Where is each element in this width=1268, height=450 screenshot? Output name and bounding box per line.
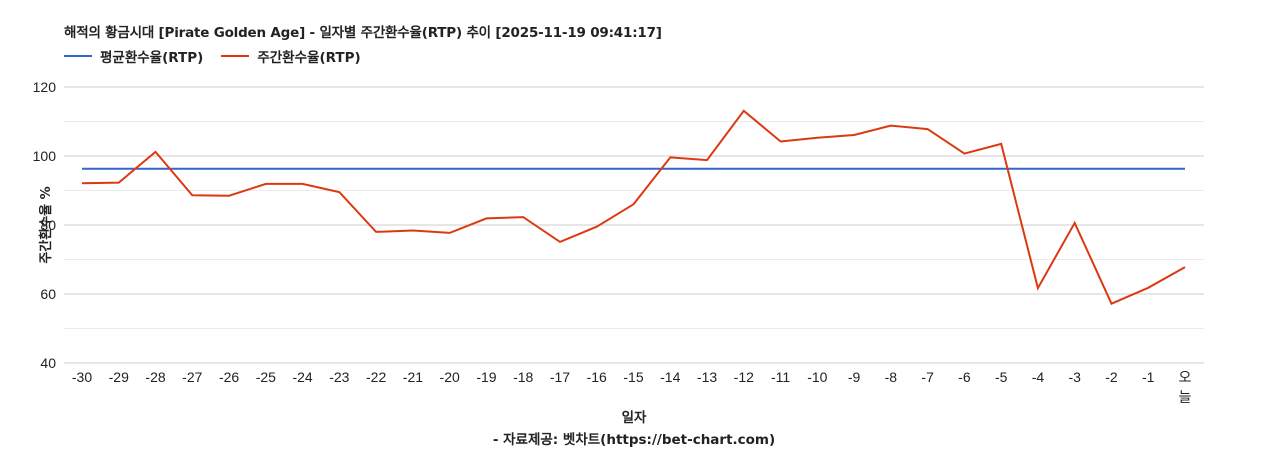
y-tick-label: 60 [40, 286, 56, 302]
x-tick-label: -2 [1105, 369, 1118, 385]
x-tick-label: -19 [476, 369, 496, 385]
x-tick-label: -20 [440, 369, 460, 385]
x-tick-label: -4 [1032, 369, 1045, 385]
x-tick-label: -27 [182, 369, 202, 385]
x-tick-label: -21 [403, 369, 423, 385]
y-tick-label: 80 [40, 217, 56, 233]
legend-item-weekly-rtp[interactable]: 주간환수율(RTP) [221, 46, 361, 66]
x-tick-label: -14 [660, 369, 680, 385]
x-tick-label: -5 [995, 369, 1008, 385]
y-tick-label: 100 [33, 148, 57, 164]
y-tick-label: 120 [33, 79, 57, 95]
x-tick-label: -24 [292, 369, 312, 385]
x-tick-label: -28 [145, 369, 165, 385]
legend-swatch-red-icon [221, 55, 250, 57]
x-tick-label: 늘 [1179, 389, 1192, 405]
x-tick-label: -29 [109, 369, 129, 385]
legend-label: 평균환수율(RTP) [100, 50, 204, 66]
x-tick-label: -23 [329, 369, 349, 385]
legend-swatch-blue-icon [64, 55, 92, 57]
weekly-rtp-line[interactable] [81, 109, 1186, 306]
x-tick-label: -12 [734, 369, 754, 385]
x-tick-label: -25 [256, 369, 276, 385]
x-tick-label: -30 [72, 369, 92, 385]
x-tick-label: -15 [623, 369, 643, 385]
x-axis-ticks: -30 -29 -28 -27 -26 -25 -24 -23 -22 -21 -20 -19 -18 -… [72, 369, 1192, 405]
x-tick-label: -18 [513, 369, 533, 385]
y-axis-label: 주간환수율 % [39, 186, 55, 264]
data-source-credit: - 자료제공: 벳차트(https://bet-chart.com) [492, 432, 776, 448]
x-tick-label: -13 [697, 369, 717, 385]
x-tick-label: -7 [921, 369, 934, 385]
chart-title: 해적의 황금시대 [Pirate Golden Age] - 일자별 주간환수율… [64, 25, 662, 41]
x-tick-label: -17 [550, 369, 570, 385]
x-axis-label: 일자 [621, 410, 647, 426]
x-tick-label: -11 [771, 369, 790, 385]
x-tick-label: -26 [219, 369, 239, 385]
legend: 평균환수율(RTP) 주간환수율(RTP) [64, 46, 379, 66]
legend-item-average-rtp[interactable]: 평균환수율(RTP) [64, 46, 203, 66]
series-lines [81, 109, 1186, 306]
x-tick-label: -22 [366, 369, 386, 385]
y-axis-ticks: 40 60 80 100 120 [33, 79, 57, 371]
x-tick-label: -8 [885, 369, 898, 385]
x-tick-label: 오 [1179, 369, 1192, 385]
x-tick-label: -6 [958, 369, 971, 385]
y-tick-label: 40 [40, 355, 56, 371]
x-tick-label: -16 [587, 369, 607, 385]
x-tick-label: -10 [807, 369, 827, 385]
x-tick-label: -9 [848, 369, 861, 385]
x-tick-label: -3 [1068, 369, 1081, 385]
legend-label: 주간환수율(RTP) [257, 50, 361, 66]
x-tick-label: -1 [1142, 369, 1155, 385]
gridlines [64, 86, 1204, 364]
